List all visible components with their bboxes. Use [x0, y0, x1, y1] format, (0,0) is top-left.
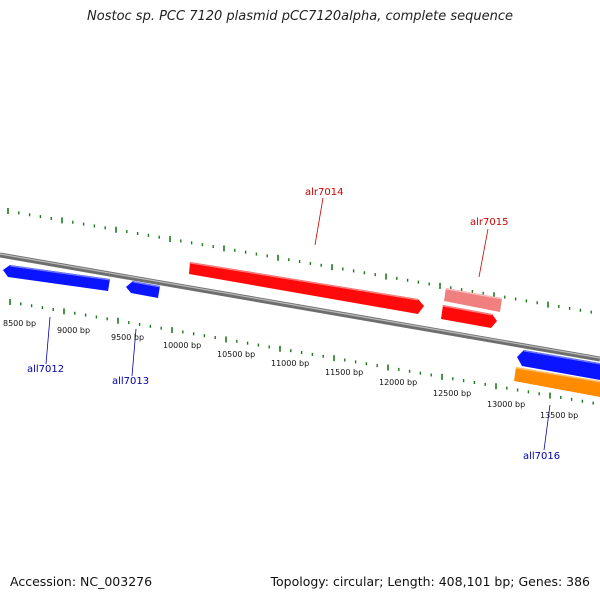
leader-alr7015	[478, 228, 489, 278]
gene-alr7015[interactable]	[441, 305, 497, 328]
gene-all7016[interactable]	[517, 350, 600, 380]
gene-alr7014[interactable]	[189, 262, 424, 314]
bp-label-9000: 9000 bp	[57, 326, 90, 335]
gene-all7012[interactable]	[3, 265, 111, 291]
bp-label-12500: 12500 bp	[433, 389, 471, 398]
label-alr7015[interactable]: alr7015	[470, 217, 508, 228]
sequence-backbone-highlight	[0, 253, 600, 359]
leader-all7013	[131, 328, 137, 377]
label-all7013[interactable]: all7013	[112, 376, 149, 387]
leader-all7012	[45, 316, 51, 365]
map-title: Nostoc sp. PCC 7120 plasmid pCC7120alpha…	[87, 9, 513, 24]
bp-label-10000: 10000 bp	[163, 341, 201, 350]
leader-alr7014	[314, 197, 324, 246]
accession-text: Accession: NC_003276	[10, 574, 153, 589]
label-alr7014[interactable]: alr7014	[305, 187, 343, 198]
leader-all7016	[543, 404, 551, 451]
label-all7012[interactable]: all7012	[27, 364, 64, 375]
sequence-backbone	[0, 252, 600, 362]
gene-alr7015-pseudo[interactable]	[444, 288, 503, 312]
bp-label-8500: 8500 bp	[3, 319, 36, 328]
bp-label-9500: 9500 bp	[111, 333, 144, 342]
bp-label-12000: 12000 bp	[379, 378, 417, 387]
bp-label-13000: 13000 bp	[487, 400, 525, 409]
bp-label-13500: 13500 bp	[540, 411, 578, 420]
gene-orange-feature[interactable]	[514, 367, 600, 397]
label-all7016[interactable]: all7016	[523, 451, 560, 462]
bp-label-11500: 11500 bp	[325, 368, 363, 377]
upper-tick-row	[7, 208, 592, 314]
gene-all7013[interactable]	[126, 281, 161, 298]
bp-label-10500: 10500 bp	[217, 350, 255, 359]
bp-label-11000: 11000 bp	[271, 359, 309, 368]
topology-text: Topology: circular; Length: 408,101 bp; …	[270, 574, 591, 589]
lower-tick-row	[9, 299, 594, 405]
